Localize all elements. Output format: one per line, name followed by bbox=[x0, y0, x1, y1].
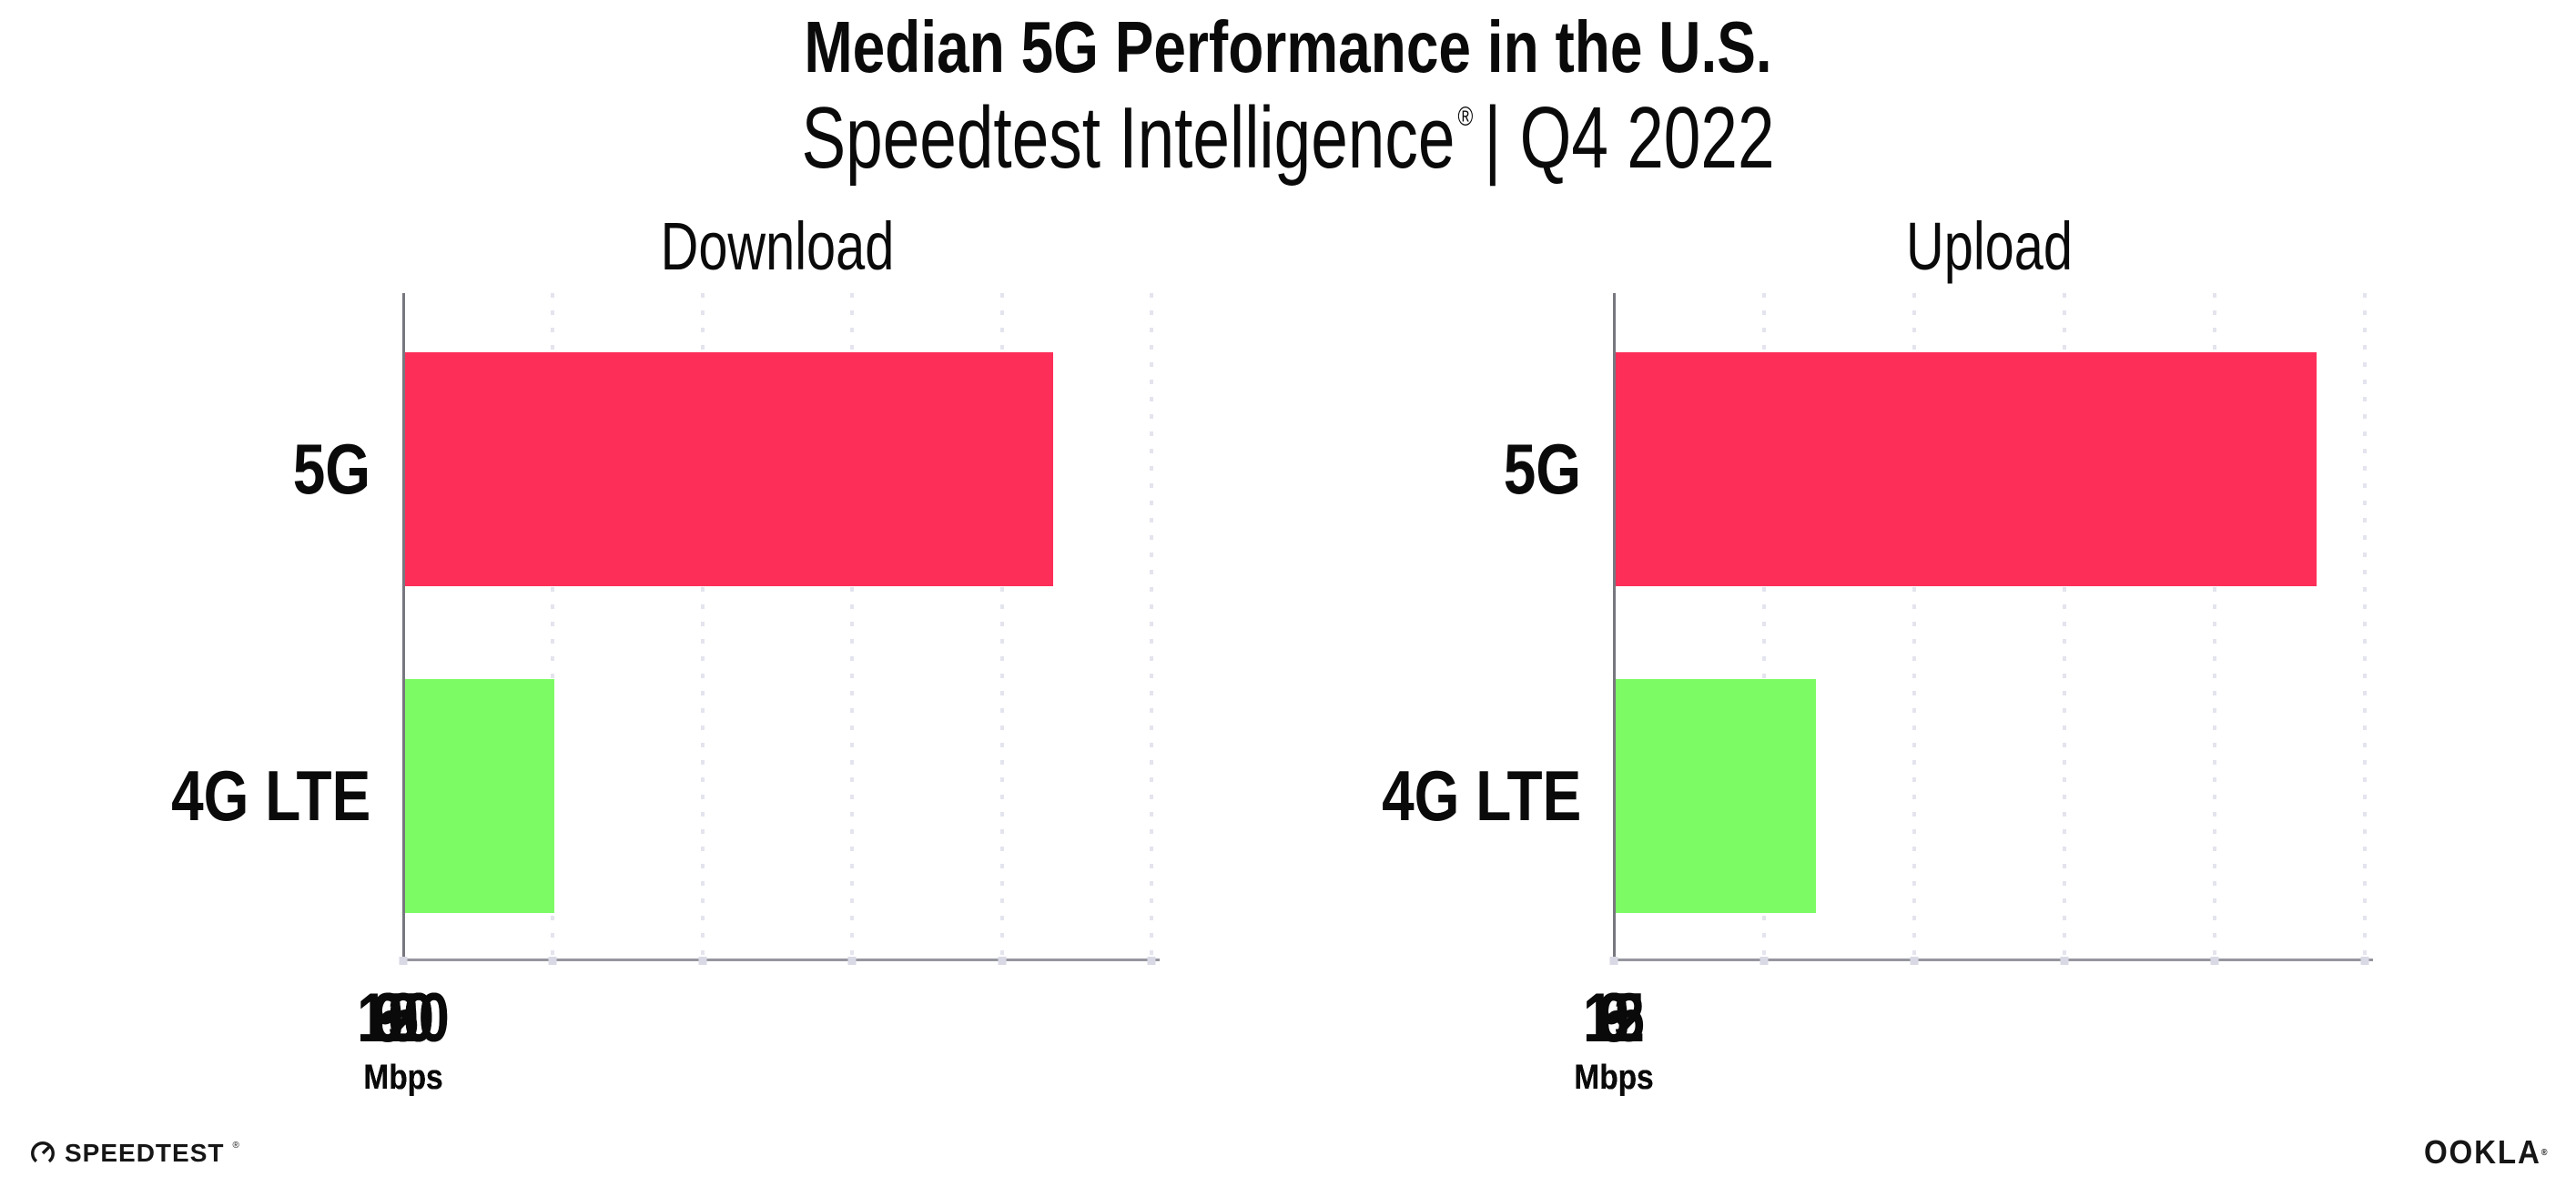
bar-5g bbox=[405, 352, 1054, 586]
download-chart-title: Download bbox=[660, 208, 895, 284]
axis-tick-12 bbox=[2210, 957, 2219, 965]
tick-label-15: 15 Mbps bbox=[1568, 979, 1658, 1097]
gridline-30 bbox=[551, 293, 555, 959]
bar-4g-lte bbox=[1616, 679, 1816, 913]
axis-tick-30 bbox=[548, 957, 557, 965]
tick-label-6: 6 Mbps bbox=[1568, 979, 1658, 1097]
download-x-axis-line bbox=[402, 959, 1160, 961]
upload-y-axis-line bbox=[1613, 293, 1616, 959]
axis-tick-15 bbox=[2360, 957, 2369, 965]
gridline-6 bbox=[1912, 293, 1916, 959]
subtitle-period: | Q4 2022 bbox=[1484, 89, 1775, 187]
axis-tick-60 bbox=[698, 957, 707, 965]
category-label-4g-lte: 4G LTE bbox=[1381, 756, 1581, 836]
header: Median 5G Performance in the U.S. Speedt… bbox=[0, 11, 2576, 182]
tick-value: 12 bbox=[1583, 979, 1645, 1057]
tick-unit: Mbps bbox=[363, 1059, 443, 1097]
gridline-15 bbox=[2363, 293, 2367, 959]
page-title: Median 5G Performance in the U.S. bbox=[804, 6, 1772, 87]
gridline-120 bbox=[999, 293, 1004, 959]
bar-5g bbox=[1616, 352, 2317, 586]
ookla-logo: OOKLA® bbox=[2424, 1136, 2549, 1169]
tick-unit: Mbps bbox=[1574, 1059, 1654, 1097]
tick-value: 150 bbox=[357, 979, 450, 1057]
tick-label-12: 12 Mbps bbox=[1568, 979, 1658, 1097]
download-y-axis-line bbox=[402, 293, 405, 959]
tick-label-9: 9 Mbps bbox=[1568, 979, 1658, 1097]
tick-unit: Mbps bbox=[1574, 1059, 1654, 1097]
tick-label-120: 120 Mbps bbox=[346, 979, 461, 1097]
tick-label-30: 30 Mbps bbox=[358, 979, 448, 1097]
tick-unit: Mbps bbox=[363, 1059, 443, 1097]
tick-label-3: 3 Mbps bbox=[1568, 979, 1658, 1097]
speedtest-logo: SPEEDTEST ® bbox=[29, 1140, 239, 1167]
tick-value: 6 bbox=[1598, 979, 1629, 1057]
axis-tick-150 bbox=[1147, 957, 1156, 965]
tick-unit: Mbps bbox=[363, 1059, 443, 1097]
ookla-wordmark: OOKLA bbox=[2423, 1133, 2541, 1171]
upload-x-axis-line bbox=[1613, 959, 2373, 961]
category-label-5g: 5G bbox=[292, 429, 370, 509]
category-label-5g: 5G bbox=[1503, 429, 1581, 509]
tick-label-0: 0 bbox=[384, 984, 422, 1053]
tick-unit: Mbps bbox=[1574, 1059, 1654, 1097]
download-chart-plot: Download 0 30 Mbps 60 Mbps 90 Mbps 120 Mbps 150 Mb… bbox=[171, 213, 1160, 1095]
gridline-90 bbox=[850, 293, 855, 959]
axis-tick-90 bbox=[847, 957, 857, 965]
speedtest-trademark-mark: ® bbox=[232, 1140, 239, 1151]
ookla-trademark-mark: ® bbox=[2541, 1148, 2549, 1158]
registered-trademark-mark: ® bbox=[1457, 102, 1474, 132]
upload-chart-title: Upload bbox=[1906, 208, 2073, 284]
speedtest-wordmark: SPEEDTEST bbox=[65, 1139, 225, 1167]
axis-tick-9 bbox=[2060, 957, 2069, 965]
gridline-150 bbox=[1150, 293, 1153, 959]
tick-label-90: 90 Mbps bbox=[358, 979, 448, 1097]
tick-value: 0 bbox=[1598, 979, 1629, 1057]
axis-tick-0 bbox=[1609, 957, 1618, 965]
gridline-3 bbox=[1762, 293, 1766, 959]
axis-tick-0 bbox=[399, 957, 408, 965]
tick-unit: Mbps bbox=[1574, 1059, 1654, 1097]
tick-label-60: 60 Mbps bbox=[358, 979, 448, 1097]
tick-value: 60 bbox=[372, 979, 434, 1057]
page-subtitle: Speedtest Intelligence ® | Q4 2022 bbox=[309, 95, 2267, 182]
tick-unit: Mbps bbox=[363, 1059, 443, 1097]
gridline-9 bbox=[2063, 293, 2066, 959]
axis-tick-6 bbox=[1910, 957, 1919, 965]
gridline-12 bbox=[2213, 293, 2216, 959]
gridline-60 bbox=[700, 293, 705, 959]
tick-value: 90 bbox=[372, 979, 434, 1057]
bar-4g-lte bbox=[405, 679, 555, 913]
tick-value: 9 bbox=[1598, 979, 1629, 1057]
axis-tick-120 bbox=[998, 957, 1007, 965]
tick-value: 30 bbox=[372, 979, 434, 1057]
subtitle-brand: Speedtest Intelligence bbox=[801, 89, 1455, 187]
upload-chart-plot: Upload 0 3 Mbps 6 Mbps 9 Mbps 12 Mbps 15 Mbps 5G 4G … bbox=[1382, 213, 2373, 1095]
tick-label-0: 0 bbox=[1595, 984, 1633, 1053]
tick-value: 15 bbox=[1583, 979, 1645, 1057]
tick-value: 120 bbox=[357, 979, 450, 1057]
tick-value: 0 bbox=[388, 979, 419, 1057]
tick-unit: Mbps bbox=[363, 1059, 443, 1097]
axis-tick-3 bbox=[1760, 957, 1769, 965]
tick-label-150: 150 Mbps bbox=[346, 979, 461, 1097]
tick-unit: Mbps bbox=[1574, 1059, 1654, 1097]
speedtest-gauge-icon bbox=[29, 1140, 56, 1167]
tick-value: 3 bbox=[1598, 979, 1629, 1057]
category-label-4g-lte: 4G LTE bbox=[170, 756, 370, 836]
